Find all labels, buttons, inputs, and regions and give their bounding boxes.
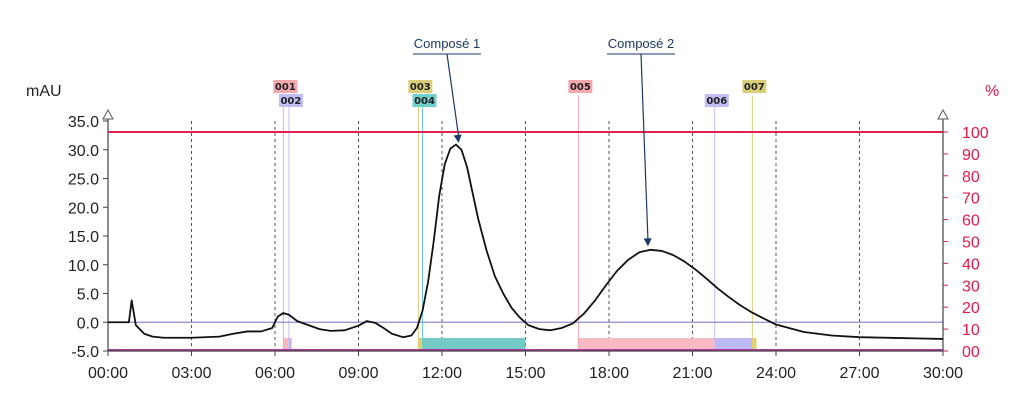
trace-layer	[108, 143, 944, 340]
fraction-label-005: 005	[570, 82, 591, 93]
fraction-band-001	[283, 338, 289, 349]
y-tick-left: 5.0	[77, 287, 99, 304]
x-tick-label: 03:00	[171, 365, 211, 382]
fraction-label-006: 006	[706, 96, 727, 107]
fraction-band-005	[578, 338, 715, 349]
axes: -5.0 0.0 5.0 10.0 15.0 20.0 25.0 30.0 35.0 00 10 20…	[68, 108, 989, 382]
fraction-tag-003	[408, 80, 433, 93]
annotation-arrowhead	[643, 238, 652, 247]
y-axis-title-left: mAU	[26, 83, 62, 100]
fraction-band-003	[418, 338, 423, 349]
y-tick-right: 30	[962, 278, 980, 295]
y-tick-right: 10	[962, 322, 980, 339]
fraction-label-002: 002	[280, 96, 301, 107]
x-tick-label: 15:00	[505, 365, 545, 382]
x-tick-label: 24:00	[756, 365, 796, 382]
y-tick-left: -5.0	[71, 344, 99, 361]
fraction-tag-006	[704, 94, 729, 107]
y-tick-left: 10.0	[68, 258, 99, 275]
y-axis-left-arrow	[102, 108, 114, 120]
y-tick-right: 90	[962, 147, 980, 164]
x-tick-label: 06:00	[255, 365, 295, 382]
x-tick-label: 30:00	[923, 365, 963, 382]
x-tick-label: 21:00	[672, 365, 712, 382]
y-tick-left: 20.0	[68, 200, 99, 217]
fraction-tag-002	[278, 94, 303, 107]
fraction-bands	[283, 338, 757, 349]
fraction-label-001: 001	[275, 82, 296, 93]
annotation-arrowhead	[453, 134, 462, 143]
y-tick-right: 60	[962, 213, 980, 230]
grid-lines	[191, 121, 860, 351]
x-tick-label: 27:00	[839, 365, 879, 382]
annotation-label: Composé 2	[608, 36, 674, 51]
y-tick-right: 00	[962, 344, 980, 361]
annotation-arrow-line	[446, 53, 460, 137]
x-tick-label: 00:00	[88, 365, 128, 382]
annotation-label: Composé 1	[414, 36, 480, 51]
fraction-tag-005	[568, 80, 593, 93]
fraction-tag-007	[742, 80, 767, 93]
y-tick-right: 50	[962, 234, 980, 251]
fraction-band-002	[288, 338, 292, 349]
fraction-band-004	[422, 338, 526, 349]
y-tick-right: 20	[962, 300, 980, 317]
fraction-band-006	[714, 338, 753, 349]
chromatogram-trace	[108, 143, 944, 340]
y-tick-right: 80	[962, 169, 980, 186]
x-tick-label: 09:00	[338, 365, 378, 382]
y-tick-right: 70	[962, 191, 980, 208]
fraction-tag-001	[273, 80, 298, 93]
x-tick-label: 12:00	[422, 365, 462, 382]
fraction-markers: 001 002 003 004 005 006 007	[273, 80, 767, 349]
fraction-label-007: 007	[744, 82, 765, 93]
annotations: Composé 1 Composé 2	[413, 36, 675, 247]
fraction-label-004: 004	[414, 96, 435, 107]
y-tick-right: 100	[962, 125, 989, 142]
y-tick-left: 25.0	[68, 172, 99, 189]
y-tick-left: 15.0	[68, 229, 99, 246]
y-tick-right: 40	[962, 256, 980, 273]
y-tick-left: 35.0	[68, 114, 99, 131]
fraction-label-003: 003	[410, 82, 431, 93]
y-axis-title-right: %	[985, 83, 999, 100]
fraction-tag-004	[412, 94, 437, 107]
annotation-arrow-line	[640, 53, 649, 241]
fraction-band-007	[752, 338, 757, 349]
x-tick-label: 18:00	[589, 365, 629, 382]
y-tick-left: 30.0	[68, 143, 99, 160]
y-tick-left: 0.0	[77, 315, 99, 332]
y-axis-right-arrow	[937, 108, 949, 120]
